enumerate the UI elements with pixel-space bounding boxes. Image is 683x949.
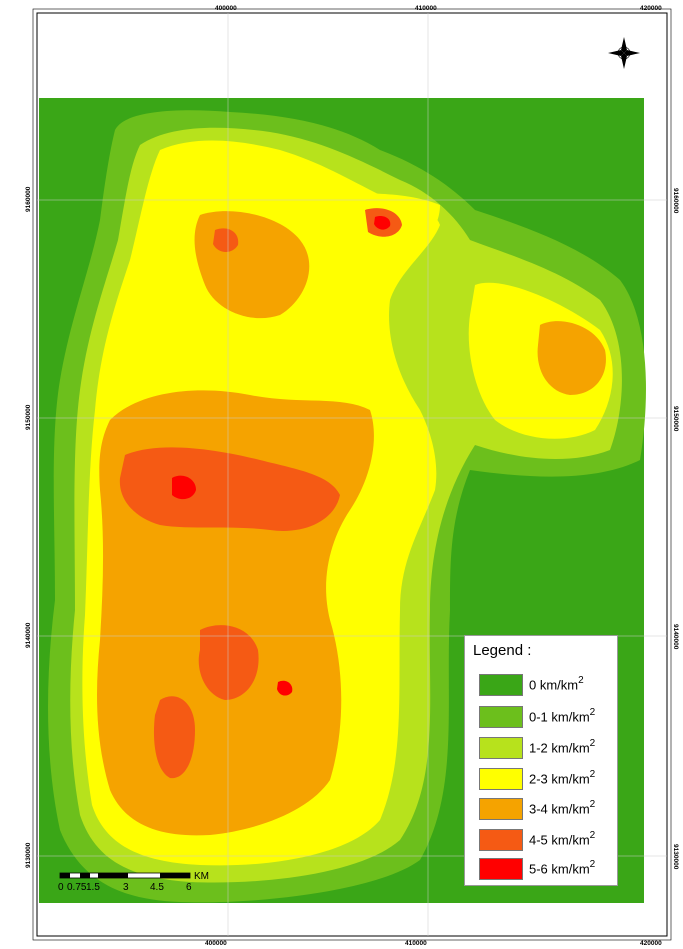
legend-sup: 2	[589, 769, 596, 780]
compass-rose-icon	[608, 37, 640, 69]
legend-item: 5-6 km/km2	[479, 858, 615, 880]
scale-bar	[59, 872, 191, 879]
x-tick: 400000	[215, 5, 237, 12]
zone-4-5-south	[198, 625, 259, 700]
legend-label: 2-3 km/km	[529, 771, 590, 787]
legend-label: 3-4 km/km	[529, 801, 590, 817]
legend-label: 5-6 km/km	[529, 861, 590, 877]
scale-bar-labels: 0 0.75 1.5 3 4.5 6 KM	[58, 871, 209, 893]
x-tick: 420000	[640, 5, 662, 12]
legend-swatch	[479, 737, 523, 759]
zone-3-4-east	[537, 321, 606, 395]
scale-label: 0	[58, 882, 64, 893]
legend-sup: 2	[589, 707, 596, 718]
x-ticks-top: 400000 410000 420000	[215, 5, 662, 12]
x-ticks-bottom: 400000 410000 420000	[205, 940, 662, 947]
y-tick: 9150000	[672, 406, 679, 432]
legend-sup: 2	[578, 675, 584, 686]
zone-4-5	[119, 447, 340, 531]
legend-item: 0 km/km2	[479, 674, 615, 696]
y-tick: 9140000	[25, 622, 32, 648]
x-tick: 420000	[640, 940, 662, 947]
x-tick: 410000	[415, 5, 437, 12]
legend-sup: 2	[589, 830, 596, 841]
legend-label: 1-2 km/km	[529, 740, 590, 756]
y-tick: 9160000	[25, 186, 32, 212]
legend-swatch	[479, 706, 523, 728]
scale-label: 1.5	[86, 882, 100, 893]
zone-5-6-north	[374, 216, 391, 230]
scale-label: 6	[186, 882, 192, 893]
x-tick: 400000	[205, 940, 227, 947]
outer-border	[32, 8, 672, 941]
legend: Legend : 0 km/km2 0-1 km/km2 1-2 km/km2 …	[464, 635, 618, 886]
legend-sup: 2	[589, 799, 596, 810]
zone-4-5-mid	[213, 228, 239, 253]
map-raster	[39, 98, 646, 903]
legend-swatch	[479, 829, 523, 851]
legend-label: 0 km/km	[529, 677, 579, 693]
scale-unit: KM	[194, 871, 209, 882]
legend-swatch	[479, 858, 523, 880]
y-tick: 9140000	[672, 624, 679, 650]
legend-swatch	[479, 798, 523, 820]
legend-item: 3-4 km/km2	[479, 798, 615, 820]
legend-label: 4-5 km/km	[529, 832, 590, 848]
zone-4-5-southwest	[153, 696, 195, 779]
legend-sup: 2	[589, 859, 596, 870]
legend-sup: 2	[589, 738, 596, 749]
scale-label: 0.75	[67, 882, 87, 893]
y-tick: 9130000	[25, 842, 32, 868]
legend-swatch	[479, 768, 523, 790]
y-tick: 9130000	[672, 844, 679, 870]
x-tick: 410000	[405, 940, 427, 947]
legend-item: 2-3 km/km2	[479, 768, 615, 790]
zone-5-6-south	[277, 680, 293, 696]
legend-title: Legend :	[473, 642, 532, 659]
legend-label: 0-1 km/km	[529, 709, 590, 725]
y-ticks-left: 9160000 9150000 9140000 9130000	[25, 186, 32, 868]
legend-item: 4-5 km/km2	[479, 829, 615, 851]
y-ticks-right: 9160000 9150000 9140000 9130000	[672, 188, 679, 870]
legend-item: 1-2 km/km2	[479, 737, 615, 759]
legend-item: 0-1 km/km2	[479, 706, 615, 728]
y-tick: 9150000	[25, 404, 32, 430]
legend-swatch	[479, 674, 523, 696]
y-tick: 9160000	[672, 188, 679, 214]
zone-5-6	[172, 475, 196, 500]
scale-label: 3	[123, 882, 129, 893]
scale-label: 4.5	[150, 882, 164, 893]
